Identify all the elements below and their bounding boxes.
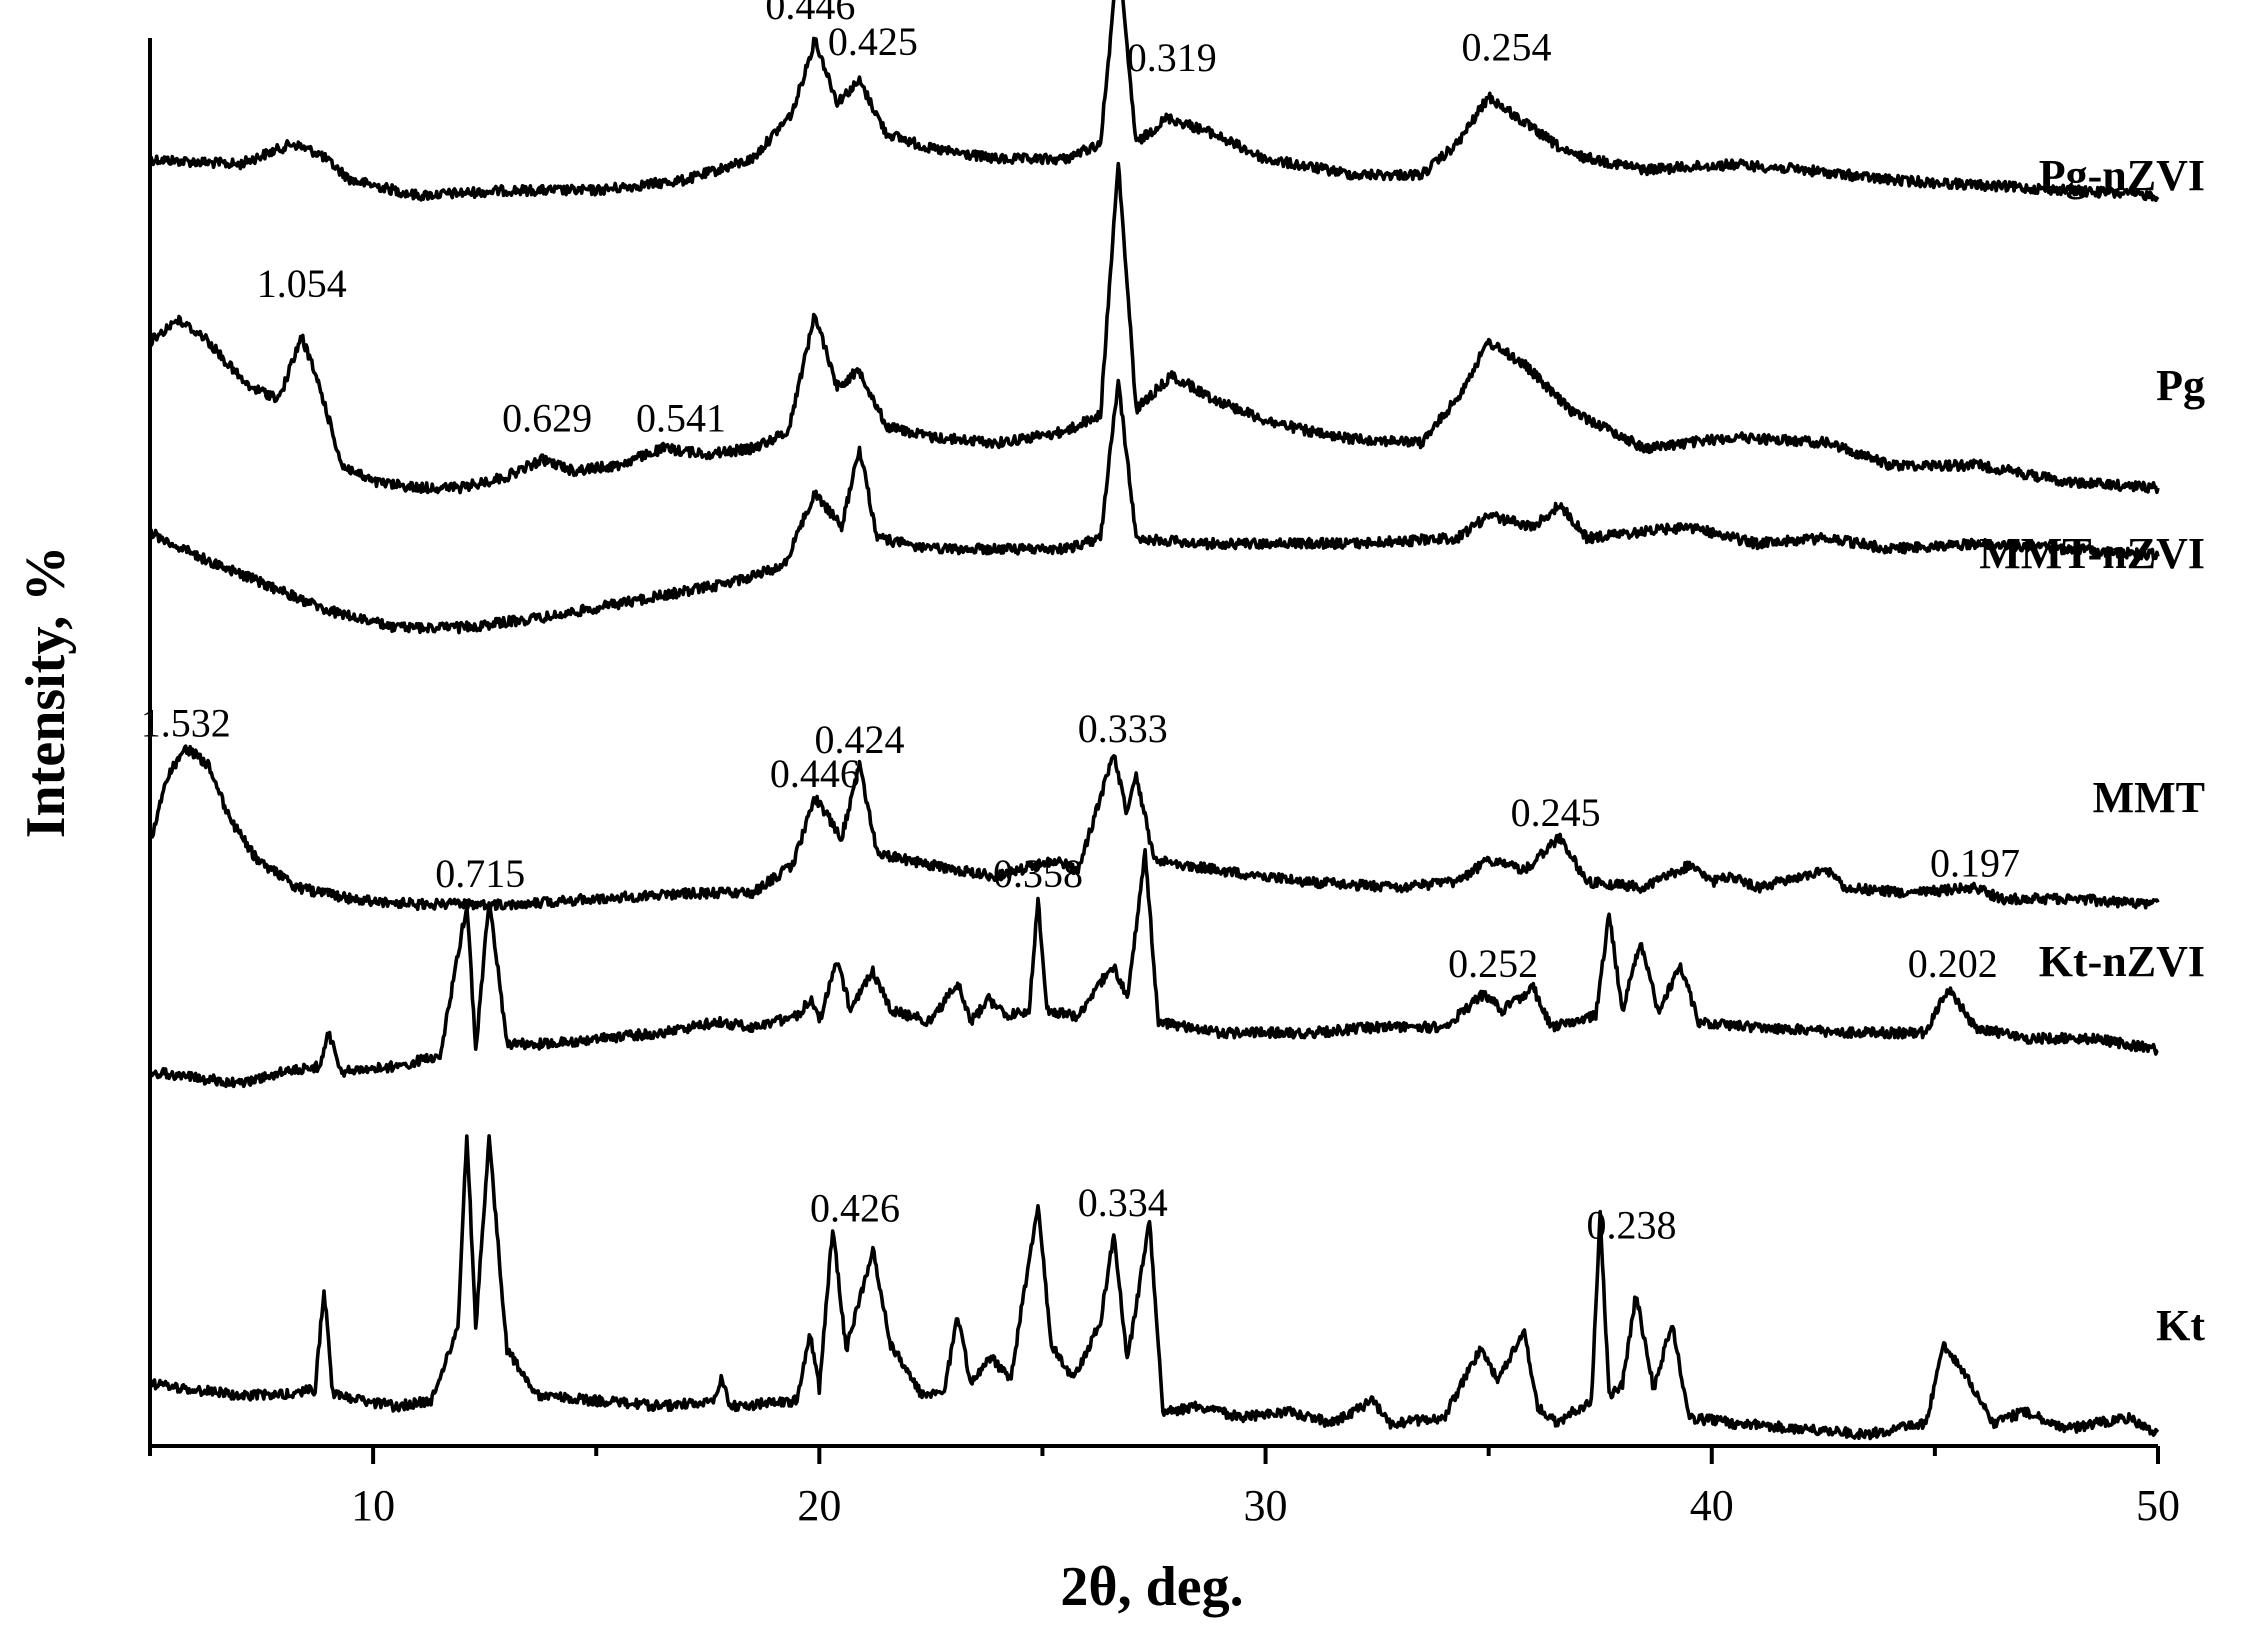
x-tick-label: 50 xyxy=(2136,1481,2180,1530)
peak-label-kt: 0.426 xyxy=(810,1186,900,1231)
x-tick-label: 20 xyxy=(797,1481,841,1530)
y-axis-title: Intensity, % xyxy=(15,546,77,839)
peak-label-mmt: 0.446 xyxy=(770,751,860,796)
series-label-kt: Kt xyxy=(2156,1301,2205,1350)
peak-label-pg-nzvi: 0.254 xyxy=(1462,24,1552,69)
peak-label-mmt: 1.532 xyxy=(141,700,231,745)
trace-kt-nzvi xyxy=(148,848,2159,1089)
x-tick-label: 40 xyxy=(1690,1481,1734,1530)
peak-label-mmt: 0.245 xyxy=(1511,790,1601,835)
peak-label-kt-nzvi: 0.202 xyxy=(1908,941,1998,986)
trace-mmt xyxy=(148,744,2160,912)
peak-label-kt: 0.334 xyxy=(1078,1180,1168,1225)
peak-label-pg: 0.541 xyxy=(636,396,726,441)
peak-label-kt-nzvi: 0.358 xyxy=(993,851,1083,896)
x-axis-title: 2θ, deg. xyxy=(1060,1556,1243,1618)
peak-label-kt: 0.238 xyxy=(1587,1202,1677,1247)
x-tick-label: 30 xyxy=(1244,1481,1288,1530)
peak-label-kt-nzvi: 0.252 xyxy=(1448,941,1538,986)
x-tick-label: 10 xyxy=(351,1481,395,1530)
trace-pg-nzvi xyxy=(148,0,2160,203)
trace-mmt-nzvi xyxy=(148,378,2160,635)
peak-label-kt-nzvi: 0.715 xyxy=(435,851,525,896)
peak-label-mmt: 0.333 xyxy=(1078,706,1168,751)
series-label-kt-nzvi: Kt-nZVI xyxy=(2039,937,2205,986)
peak-label-mmt: 0.424 xyxy=(815,717,905,762)
peak-label-pg: 1.054 xyxy=(257,261,347,306)
series-traces xyxy=(148,0,2160,1441)
peak-label-pg: 0.629 xyxy=(502,396,592,441)
series-label-mmt-nzvi: MMT-nZVI xyxy=(1979,529,2205,578)
peak-label-pg-nzvi: 0.425 xyxy=(828,19,918,64)
peak-label-pg-nzvi: 0.446 xyxy=(765,0,855,28)
series-labels: Pg-nZVI Pg MMT-nZVI MMT Kt-nZVI Kt xyxy=(1979,151,2205,1350)
trace-kt xyxy=(148,1134,2160,1441)
series-label-mmt: MMT xyxy=(2093,773,2205,822)
peak-label-mmt: 0.197 xyxy=(1930,840,2020,885)
trace-pg xyxy=(148,161,2160,495)
x-axis-ticks: 10 20 30 40 50 xyxy=(148,1446,2180,1530)
series-label-pg: Pg xyxy=(2156,361,2205,410)
peak-label-pg-nzvi: 0.319 xyxy=(1127,35,1217,80)
series-label-pg-nzvi: Pg-nZVI xyxy=(2039,151,2205,200)
